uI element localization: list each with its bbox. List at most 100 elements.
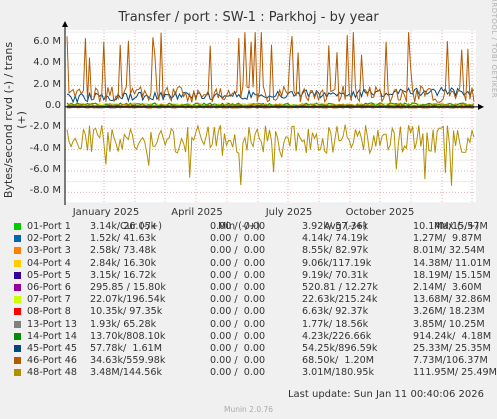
series-line-trans-14-port-14	[66, 102, 475, 107]
legend-swatch	[14, 332, 21, 340]
legend-swatch	[14, 296, 21, 304]
legend-cur: 1.93k/ 65.28k	[90, 318, 157, 330]
legend-max: 2.14M/ 3.60M	[413, 281, 482, 293]
legend-swatch	[14, 320, 21, 328]
chart-title: Transfer / port : SW-1 : Parkhoj - by ye…	[118, 10, 379, 25]
legend-max: 1.27M/ 9.87M	[413, 233, 482, 245]
legend-max: 3.85M/ 10.25M	[413, 318, 485, 330]
legend-min: 0.00 / 0.00	[210, 367, 266, 379]
legend-min: 0.00 / 0.00	[210, 281, 266, 293]
legend-avg: 520.81 / 12.27k	[302, 281, 378, 293]
legend-header-cur: Cur (-/+)	[120, 221, 162, 232]
legend-avg: 9.19k/ 70.31k	[302, 269, 369, 281]
legend-avg: 4.14k/ 74.19k	[302, 233, 369, 245]
legend-max: 3.26M/ 18.23M	[413, 306, 485, 318]
legend-min: 0.00 / 0.00	[210, 306, 266, 318]
legend-header-max: Max (-/+)	[434, 221, 480, 232]
legend-avg: 8.55k/ 82.97k	[302, 245, 369, 257]
y-axis-arrow	[62, 21, 68, 27]
legend-min: 0.00 / 0.00	[210, 318, 266, 330]
legend-name: 08-Port 8	[27, 306, 71, 318]
series-line-trans-46-port-46	[66, 32, 475, 104]
y-tick-label: 4.0 M	[33, 57, 61, 69]
x-tick-label: October 2025	[345, 207, 415, 218]
legend-cur: 10.35k/ 97.35k	[90, 306, 163, 318]
legend-cur: 1.52k/ 41.63k	[90, 233, 157, 245]
legend-cur: 3.48M/144.56k	[90, 367, 162, 379]
legend-name: 46-Port 46	[27, 355, 77, 367]
legend-max: 914.24k/ 4.18M	[413, 330, 492, 342]
legend-max: 13.68M/ 32.86M	[413, 294, 491, 306]
legend-swatch	[14, 247, 21, 255]
series-line-trans-48-port-48	[66, 103, 475, 107]
y-tick-label: 6.0 M	[33, 35, 61, 47]
y-tick-label: 0.0	[45, 99, 61, 111]
legend-min: 0.00 / 0.00	[210, 245, 266, 257]
series-line-rcvd-48-port-48	[66, 124, 475, 186]
legend-min: 0.00 / 0.00	[210, 294, 266, 306]
y-tick-label: 2.0 M	[33, 78, 61, 90]
legend-cur: 3.15k/ 16.72k	[90, 269, 157, 281]
legend-max: 10.14M/15.57M	[413, 221, 488, 232]
legend-avg: 3.01M/180.95k	[302, 367, 374, 379]
legend-min: 0.00 / 0.00	[210, 355, 266, 367]
legend-name: 07-Port 7	[27, 294, 71, 306]
legend-name: 05-Port 5	[27, 269, 71, 281]
legend-name: 01-Port 1	[27, 221, 71, 232]
legend-avg: 22.63k/215.24k	[302, 294, 378, 306]
x-tick-label: January 2025	[72, 207, 140, 218]
legend-max: 18.19M/ 15.15M	[413, 269, 491, 281]
legend-swatch	[14, 369, 21, 377]
legend-cur: 34.63k/559.98k	[90, 355, 166, 367]
legend-avg: 6.63k/ 92.37k	[302, 306, 369, 318]
legend-avg: 54.25k/896.59k	[302, 342, 378, 354]
legend-max: 25.33M/ 25.35M	[413, 342, 491, 354]
legend-name: 45-Port 45	[27, 342, 77, 354]
legend-avg: 4.23k/226.66k	[302, 330, 372, 342]
legend-name: 48-Port 48	[27, 367, 77, 379]
legend-name: 06-Port 6	[27, 281, 71, 293]
legend-min: 0.00 / 0.00	[210, 221, 266, 232]
x-tick-label: July 2025	[265, 207, 313, 218]
y-tick-label: -4.0 M	[29, 142, 61, 154]
legend-avg: 9.06k/117.19k	[302, 257, 372, 269]
x-tick-label: April 2025	[171, 207, 223, 218]
series-line-trans-45-port-45	[66, 86, 475, 104]
generator-label: Munin 2.0.76	[223, 405, 274, 414]
legend-swatch	[14, 283, 21, 291]
legend-name: 14-Port 14	[27, 330, 77, 342]
legend-swatch	[14, 271, 21, 279]
legend-name: 02-Port 2	[27, 233, 71, 245]
legend-max: 14.38M/ 11.01M	[413, 257, 491, 269]
legend-cur: 3.14k/ 26.05k	[90, 221, 157, 232]
rrdtool-watermark: RRDTOOL / TOBI OETIKER	[490, 0, 497, 99]
x-axis-arrow	[478, 103, 484, 110]
legend-cur: 2.84k/ 16.30k	[90, 257, 157, 269]
legend-header-avg: Avg (-/+)	[324, 221, 368, 232]
legend-name: 04-Port 4	[27, 257, 71, 269]
legend-max: 7.73M/106.37M	[413, 355, 488, 367]
y-tick-label: -6.0 M	[29, 163, 61, 175]
legend-swatch	[14, 344, 21, 352]
last-update: Last update: Sun Jan 11 00:40:06 2026	[287, 389, 484, 400]
legend-cur: 57.78k/ 1.61M	[90, 342, 162, 354]
legend-min: 0.00 / 0.00	[210, 269, 266, 281]
legend-cur: 13.70k/808.10k	[90, 330, 166, 342]
legend-swatch	[14, 223, 21, 230]
legend-avg: 3.92k/ 57.36k	[302, 221, 369, 232]
legend-max: 111.95M/ 25.49M	[413, 367, 497, 379]
legend-swatch	[14, 308, 21, 316]
legend-avg: 1.77k/ 18.56k	[302, 318, 369, 330]
legend-swatch	[14, 259, 21, 267]
legend-header-min: Min (-/+)	[218, 221, 261, 232]
y-tick-label: -2.0 M	[29, 121, 61, 133]
plot-area	[65, 30, 476, 203]
legend-min: 0.00 / 0.00	[210, 342, 266, 354]
legend-min: 0.00 / 0.00	[210, 257, 266, 269]
legend-max: 8.01M/ 32.54M	[413, 245, 485, 257]
legend-cur: 22.07k/196.54k	[90, 294, 166, 306]
legend-min: 0.00 / 0.00	[210, 233, 266, 245]
legend-cur: 2.58k/ 73.48k	[90, 245, 157, 257]
legend-min: 0.00 / 0.00	[210, 330, 266, 342]
